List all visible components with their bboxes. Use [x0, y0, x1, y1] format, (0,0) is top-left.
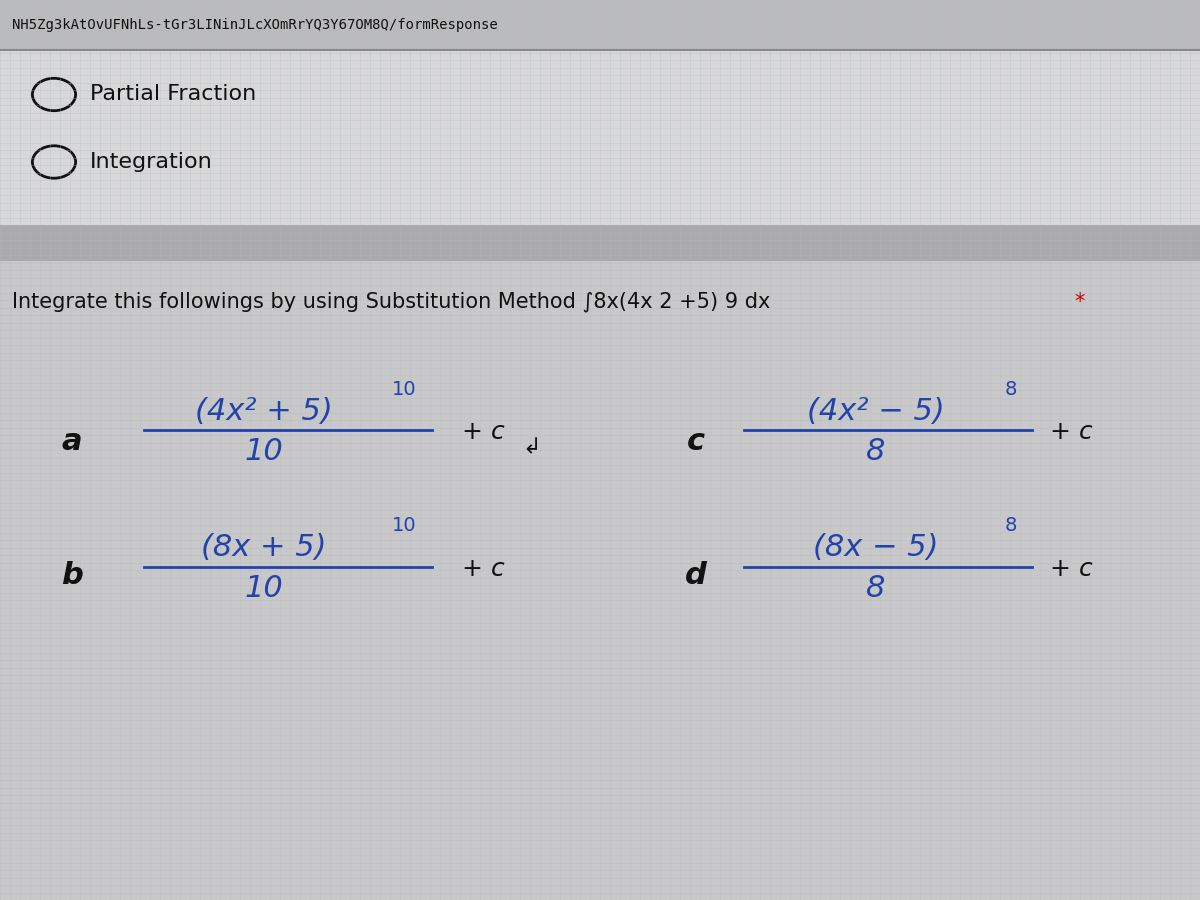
Text: (8x + 5): (8x + 5) — [202, 533, 326, 562]
Text: Partial Fraction: Partial Fraction — [90, 85, 257, 104]
Text: + c: + c — [1050, 420, 1093, 444]
FancyBboxPatch shape — [0, 261, 1200, 900]
Text: a: a — [61, 427, 83, 455]
Text: NH5Zg3kAtOvUFNhLs-tGr3LINinJLcXOmRrYQ3Y67OM8Q/formResponse: NH5Zg3kAtOvUFNhLs-tGr3LINinJLcXOmRrYQ3Y6… — [12, 18, 498, 32]
Text: (8x − 5): (8x − 5) — [814, 533, 938, 562]
Text: 8: 8 — [1004, 516, 1016, 536]
Text: ↲: ↲ — [522, 437, 541, 457]
Text: (4x² − 5): (4x² − 5) — [808, 397, 944, 426]
Text: 10: 10 — [392, 380, 416, 400]
FancyBboxPatch shape — [0, 50, 1200, 225]
Text: b: b — [61, 562, 83, 590]
FancyBboxPatch shape — [0, 0, 1200, 50]
Text: + c: + c — [462, 420, 505, 444]
Text: 10: 10 — [245, 437, 283, 466]
Text: *: * — [1074, 292, 1085, 311]
FancyBboxPatch shape — [0, 225, 1200, 261]
Text: 10: 10 — [392, 516, 416, 536]
Text: 8: 8 — [866, 574, 886, 603]
Text: d: d — [685, 562, 707, 590]
Text: (4x² + 5): (4x² + 5) — [196, 397, 332, 426]
Text: Integrate this followings by using Substitution Method ∫8x(4x 2 +5) 9 dx: Integrate this followings by using Subst… — [12, 292, 770, 311]
Text: 8: 8 — [866, 437, 886, 466]
Text: 8: 8 — [1004, 380, 1016, 400]
Text: c: c — [686, 427, 706, 455]
Text: Integration: Integration — [90, 152, 212, 172]
Text: 10: 10 — [245, 574, 283, 603]
Text: + c: + c — [1050, 557, 1093, 580]
Text: + c: + c — [462, 557, 505, 580]
